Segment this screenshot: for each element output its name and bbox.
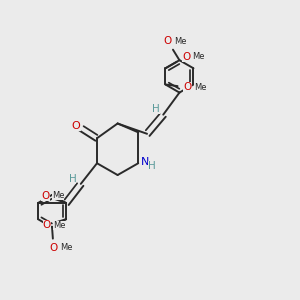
Text: O: O [50, 243, 58, 253]
Text: H: H [152, 104, 160, 114]
Text: Me: Me [174, 37, 187, 46]
Text: Me: Me [52, 191, 64, 200]
Text: O: O [164, 36, 172, 46]
Text: O: O [43, 220, 51, 230]
Text: Me: Me [53, 220, 66, 230]
Text: N: N [140, 158, 149, 167]
Text: H: H [69, 174, 76, 184]
Text: Me: Me [194, 83, 206, 92]
Text: H: H [148, 161, 156, 171]
Text: O: O [183, 82, 192, 92]
Text: O: O [182, 52, 190, 61]
Text: O: O [41, 190, 50, 201]
Text: O: O [72, 121, 80, 130]
Text: Me: Me [60, 243, 73, 252]
Text: Me: Me [193, 52, 205, 61]
